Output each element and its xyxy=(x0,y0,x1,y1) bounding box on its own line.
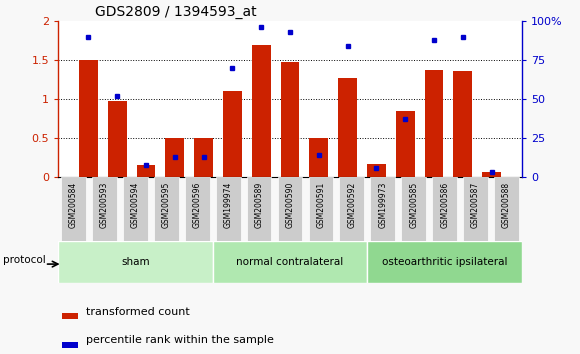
Text: GSM199973: GSM199973 xyxy=(378,182,387,228)
Bar xyxy=(62,342,78,348)
Bar xyxy=(401,177,426,241)
Text: transformed count: transformed count xyxy=(86,307,189,317)
Bar xyxy=(194,138,213,177)
Bar xyxy=(137,165,155,177)
Bar xyxy=(396,111,415,177)
Text: GSM200593: GSM200593 xyxy=(100,182,109,228)
Bar xyxy=(223,91,242,177)
Text: GDS2809 / 1394593_at: GDS2809 / 1394593_at xyxy=(95,5,257,19)
Text: GSM200595: GSM200595 xyxy=(162,182,171,228)
Bar xyxy=(154,177,179,241)
Bar xyxy=(367,241,522,283)
Text: protocol: protocol xyxy=(3,255,46,265)
Text: GSM200590: GSM200590 xyxy=(285,182,295,228)
Bar xyxy=(338,78,357,177)
Text: GSM200594: GSM200594 xyxy=(131,182,140,228)
Bar xyxy=(432,177,457,241)
Text: GSM200585: GSM200585 xyxy=(409,182,418,228)
Bar xyxy=(463,177,488,241)
Text: GSM200588: GSM200588 xyxy=(502,182,511,228)
Bar xyxy=(213,241,367,283)
Bar xyxy=(79,60,98,177)
Bar xyxy=(281,62,299,177)
Bar xyxy=(61,177,86,241)
Bar xyxy=(185,177,209,241)
Bar xyxy=(92,177,117,241)
Text: GSM200596: GSM200596 xyxy=(193,182,202,228)
Text: GSM200592: GSM200592 xyxy=(347,182,356,228)
Text: sham: sham xyxy=(121,257,150,267)
Text: GSM200586: GSM200586 xyxy=(440,182,449,228)
Bar xyxy=(309,177,333,241)
Bar xyxy=(123,177,148,241)
Text: GSM199974: GSM199974 xyxy=(224,182,233,228)
Bar xyxy=(454,71,472,177)
Bar xyxy=(339,177,364,241)
Bar xyxy=(278,177,302,241)
Text: percentile rank within the sample: percentile rank within the sample xyxy=(86,335,273,345)
Bar xyxy=(58,241,213,283)
Bar xyxy=(165,138,184,177)
Bar xyxy=(425,70,443,177)
Bar xyxy=(371,177,395,241)
Bar xyxy=(310,138,328,177)
Bar xyxy=(494,177,519,241)
Text: GSM200584: GSM200584 xyxy=(69,182,78,228)
Text: osteoarthritic ipsilateral: osteoarthritic ipsilateral xyxy=(382,257,508,267)
Bar xyxy=(108,102,126,177)
Bar xyxy=(367,164,386,177)
Bar xyxy=(246,177,271,241)
Text: normal contralateral: normal contralateral xyxy=(237,257,343,267)
Text: GSM200589: GSM200589 xyxy=(255,182,263,228)
Text: GSM200587: GSM200587 xyxy=(471,182,480,228)
Bar xyxy=(252,45,270,177)
Bar xyxy=(62,313,78,319)
Bar xyxy=(482,172,501,177)
Text: GSM200591: GSM200591 xyxy=(317,182,325,228)
Bar xyxy=(216,177,241,241)
